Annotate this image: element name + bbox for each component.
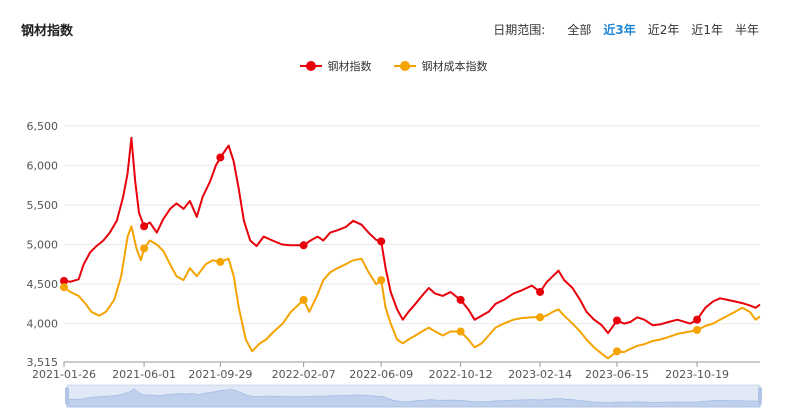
y-tick-label: 5,500: [27, 199, 59, 212]
series-point: [140, 244, 149, 253]
series-point: [456, 327, 465, 336]
series-point: [693, 315, 702, 324]
series-point: [60, 283, 68, 292]
x-tick-label: 2022-02-07: [272, 368, 336, 381]
chart-title: 钢材指数: [21, 24, 74, 39]
series-point: [612, 316, 621, 325]
series-point: [612, 347, 621, 356]
legend-item-steel-index[interactable]: 钢材指数: [299, 58, 372, 74]
date-range-label: 日期范围:: [493, 23, 546, 37]
range-option-all[interactable]: 全部: [567, 23, 592, 37]
series-point: [536, 313, 545, 322]
legend-swatch-steel: [299, 61, 322, 71]
y-axis: 3,515 4,000 4,500 5,000 5,500 6,000 6,500: [27, 120, 59, 369]
range-option-half-year[interactable]: 半年: [734, 23, 759, 37]
x-tick-label: 2021-06-01: [112, 368, 176, 381]
grid-lines: [64, 125, 760, 325]
y-tick-label: 4,500: [27, 278, 59, 291]
slider-window: [67, 385, 760, 407]
legend-label-cost: 钢材成本指数: [421, 60, 488, 73]
legend-swatch-cost: [393, 61, 416, 71]
range-option-3y[interactable]: 近3年: [603, 23, 636, 37]
series-point: [377, 237, 386, 246]
x-axis: 2021-01-26 2021-06-01 2021-09-29 2022-02-07…: [32, 361, 760, 381]
legend-item-steel-cost-index[interactable]: 钢材成本指数: [393, 58, 488, 74]
x-tick-label: 2022-10-12: [429, 368, 493, 381]
series-point: [140, 222, 149, 231]
y-tick-label: 6,500: [27, 120, 59, 133]
data-zoom-slider[interactable]: [65, 384, 762, 408]
series-line-steel-index: [63, 136, 761, 335]
y-tick-label: 5,000: [27, 239, 59, 252]
slider-preview-area: [66, 388, 761, 408]
series-point: [299, 241, 308, 250]
x-tick-label: 2023-06-15: [585, 368, 649, 381]
series-point: [216, 257, 225, 266]
legend-label-steel: 钢材指数: [327, 60, 372, 73]
series-point: [299, 295, 308, 304]
slider-handle-right[interactable]: [758, 387, 762, 405]
y-tick-label: 3,515: [27, 356, 59, 369]
slider-handle-left[interactable]: [65, 387, 69, 405]
x-tick-label: 2021-09-29: [188, 368, 252, 381]
y-tick-label: 6,000: [27, 159, 59, 172]
x-tick-label: 2023-02-14: [508, 368, 572, 381]
series-point: [60, 276, 68, 285]
chart-legend: 钢材指数 钢材成本指数: [0, 58, 787, 74]
series-lines: [60, 136, 761, 360]
series-line-steel-cost-index: [63, 225, 761, 360]
series-point: [377, 276, 386, 285]
series-point: [456, 295, 465, 304]
x-tick-label: 2021-01-26: [32, 368, 96, 381]
series-point: [216, 153, 225, 162]
x-tick-label: 2023-10-19: [665, 368, 729, 381]
y-tick-label: 4,000: [27, 318, 59, 331]
series-point: [536, 287, 545, 296]
x-tick-label: 2022-06-09: [349, 368, 413, 381]
date-range-selector: 日期范围: 全部 近3年 近2年 近1年 半年: [493, 21, 759, 38]
range-option-1y[interactable]: 近1年: [691, 23, 723, 37]
range-option-2y[interactable]: 近2年: [647, 23, 680, 37]
series-point: [693, 325, 702, 334]
